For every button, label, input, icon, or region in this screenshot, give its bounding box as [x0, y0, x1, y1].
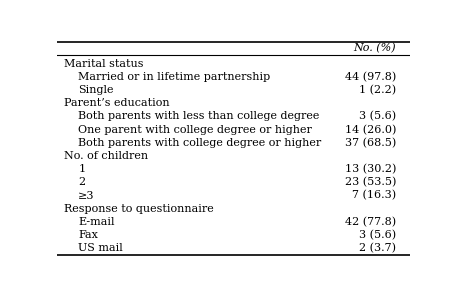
Text: 2: 2	[78, 177, 85, 187]
Text: No. (%): No. (%)	[353, 44, 395, 54]
Text: E-mail: E-mail	[78, 217, 115, 227]
Text: 1: 1	[78, 164, 85, 174]
Text: 44 (97.8): 44 (97.8)	[344, 72, 395, 82]
Text: 7 (16.3): 7 (16.3)	[351, 190, 395, 201]
Text: 1 (2.2): 1 (2.2)	[359, 85, 395, 95]
Text: Response to questionnaire: Response to questionnaire	[64, 204, 213, 214]
Text: Both parents with college degree or higher: Both parents with college degree or high…	[78, 138, 321, 148]
Text: Marital status: Marital status	[64, 59, 143, 69]
Text: No. of children: No. of children	[64, 151, 148, 161]
Text: US mail: US mail	[78, 243, 123, 253]
Text: ≥3: ≥3	[78, 191, 95, 201]
Text: One parent with college degree or higher: One parent with college degree or higher	[78, 125, 311, 135]
Text: Parent’s education: Parent’s education	[64, 98, 169, 108]
Text: 42 (77.8): 42 (77.8)	[344, 217, 395, 227]
Text: 2 (3.7): 2 (3.7)	[359, 243, 395, 253]
Text: Both parents with less than college degree: Both parents with less than college degr…	[78, 112, 319, 121]
Text: Single: Single	[78, 85, 113, 95]
Text: 37 (68.5): 37 (68.5)	[344, 138, 395, 148]
Text: 3 (5.6): 3 (5.6)	[359, 111, 395, 121]
Text: 3 (5.6): 3 (5.6)	[359, 230, 395, 240]
Text: 23 (53.5): 23 (53.5)	[344, 177, 395, 187]
Text: 13 (30.2): 13 (30.2)	[344, 164, 395, 174]
Text: 14 (26.0): 14 (26.0)	[344, 124, 395, 135]
Text: Married or in lifetime partnership: Married or in lifetime partnership	[78, 72, 270, 82]
Text: Fax: Fax	[78, 230, 98, 240]
